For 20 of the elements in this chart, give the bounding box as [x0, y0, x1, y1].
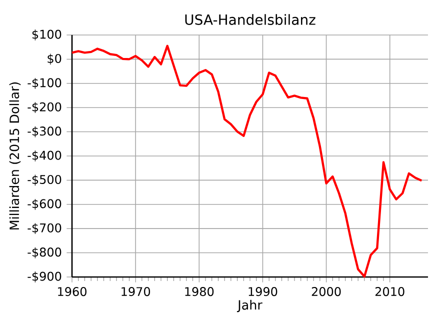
y-tick-label: -$300 [28, 126, 62, 138]
y-tick-label: -$100 [28, 78, 62, 89]
x-tick-label: 1990 [248, 287, 278, 296]
chart-title: USA-Handelsbilanz [185, 14, 316, 25]
y-tick-label: -$700 [28, 223, 62, 234]
y-tick-label: -$800 [28, 247, 62, 258]
y-axis-title: Milliarden (2015 Dollar) [9, 82, 21, 230]
y-tick-label: -$600 [28, 198, 62, 210]
x-tick-label: 1980 [185, 287, 214, 296]
x-tick-label: 2000 [312, 287, 341, 296]
x-axis-title: Jahr [236, 300, 262, 312]
y-tick-label: $100 [32, 30, 62, 40]
y-tick-label: -$200 [28, 102, 62, 114]
y-tick-label: $0 [48, 54, 62, 65]
y-tick-label: -$900 [28, 272, 62, 282]
x-tick-label: 1970 [122, 287, 150, 296]
y-tick-label: -$500 [28, 174, 62, 186]
x-tick-label: 1960 [58, 287, 86, 296]
x-tick-label: 2010 [375, 287, 404, 296]
y-tick-label: -$400 [28, 150, 62, 162]
